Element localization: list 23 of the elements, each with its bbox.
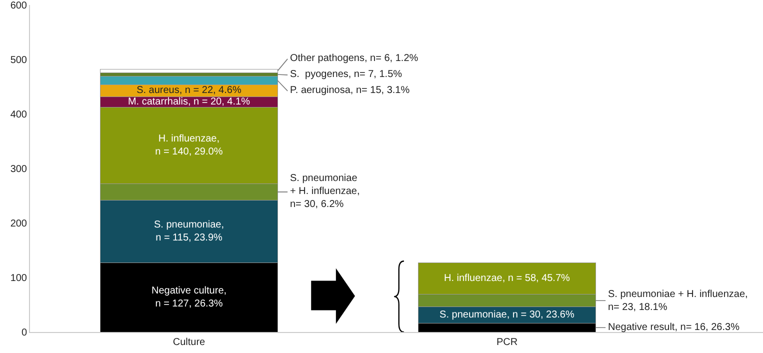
y-tick-label: 400 — [10, 110, 28, 120]
y-tick-label: 500 — [10, 55, 28, 66]
data-label: M. catarrhalis, n = 20, 4.1% — [128, 96, 250, 108]
data-label: S. pneumoniae + H. influenzae, n= 30, 6.2% — [290, 173, 360, 210]
y-tick-label: 0 — [21, 328, 28, 338]
data-label: Negative result, n= 16, 26.3% — [608, 322, 740, 333]
y-tick-label: 200 — [10, 218, 28, 230]
x-tick-label: Culture — [172, 337, 206, 348]
data-label: Other pathogens, n= 6, 1.2% — [290, 53, 418, 64]
data-label: S. pneumoniae + H. influenzae, n= 23, 18.1% — [608, 289, 748, 313]
y-tick-label: 100 — [10, 273, 28, 284]
data-label: H. influenzae, n = 58, 45.7% — [444, 273, 570, 284]
data-label: S. aureus, n = 22, 4.6% — [136, 85, 242, 96]
y-tick-label: 600 — [10, 0, 28, 12]
data-label: P. aeruginosa, n= 15, 3.1% — [290, 85, 410, 96]
data-label: S. pneumoniae, n = 115, 23.9% — [154, 219, 224, 244]
y-tick-label: 300 — [10, 164, 28, 175]
x-tick-label: PCR — [496, 337, 518, 348]
data-label: S. pyogenes, n= 7, 1.5% — [290, 69, 402, 80]
data-label: S. pneumoniae, n = 30, 23.6% — [440, 310, 574, 321]
bar — [100, 69, 278, 73]
data-label: Negative culture, n = 127, 26.3% — [151, 285, 227, 310]
data-label: H. influenzae, n = 140, 29.0% — [155, 134, 223, 158]
